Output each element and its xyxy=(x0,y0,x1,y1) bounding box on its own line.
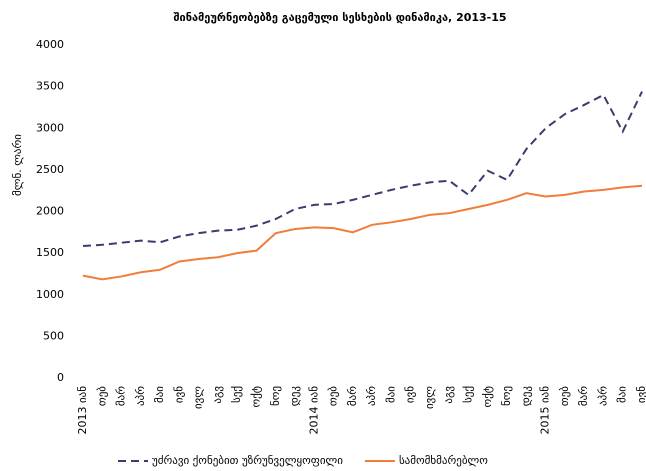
x-tick-label: მაი xyxy=(384,386,397,403)
x-tick-label: აგვ xyxy=(211,386,224,404)
x-tick-label: ივლ xyxy=(423,386,436,409)
x-tick-label: დეკ xyxy=(519,386,532,407)
x-tick-label: მარ xyxy=(346,386,359,406)
x-tick-label: 2015 იან xyxy=(539,386,552,435)
x-tick-label: ივნ xyxy=(172,386,185,403)
y-tick-label: 500 xyxy=(43,329,64,342)
x-tick-label: ოქტ xyxy=(249,386,262,407)
y-axis-label: მლნ. ლარი xyxy=(11,134,24,196)
x-tick-label: ნოე xyxy=(269,386,282,406)
x-tick-label: ივნ xyxy=(635,386,646,403)
x-tick-label: თებ xyxy=(327,386,340,406)
line-series xyxy=(82,91,643,248)
x-tick-label: ივნ xyxy=(404,386,417,403)
x-tick-label: აპრ xyxy=(365,386,378,406)
y-tick-label: 1500 xyxy=(36,246,64,259)
y-tick-label: 0 xyxy=(57,371,64,384)
x-tick-label: მაი xyxy=(616,386,629,403)
x-tick-label: სექ xyxy=(462,386,475,403)
x-tick-label: აპრ xyxy=(596,386,609,406)
x-tick-label: მარ xyxy=(115,386,128,406)
chart-title: შინამეურნეობებზე გაცემული სესხების დინამ… xyxy=(173,11,506,24)
x-tick-label: 2014 იან xyxy=(307,386,320,435)
x-tick-label: თებ xyxy=(558,386,571,406)
y-tick-label: 2000 xyxy=(36,205,64,218)
x-tick-label: ივლ xyxy=(192,386,205,409)
x-tick-label: ოქტ xyxy=(481,386,494,407)
x-tick-label: მაი xyxy=(153,386,166,403)
x-tick-label: სექ xyxy=(230,386,243,403)
x-tick-label: აგვ xyxy=(442,386,455,404)
y-tick-label: 4000 xyxy=(36,38,64,51)
legend-label: უძრავი ქონებით უზრუნველყოფილი xyxy=(152,454,343,467)
legend-label: სამომხმარებლო xyxy=(399,454,488,467)
line-series xyxy=(82,184,643,281)
y-tick-label: 1000 xyxy=(36,288,64,301)
y-tick-label: 2500 xyxy=(36,163,64,176)
x-tick-label: აპრ xyxy=(134,386,147,406)
x-tick-label: 2013 იან xyxy=(76,386,89,435)
x-tick-label: მარ xyxy=(577,386,590,406)
y-tick-label: 3500 xyxy=(36,80,64,93)
x-tick-label: ნოე xyxy=(500,386,513,406)
y-tick-label: 3000 xyxy=(36,121,64,134)
x-tick-label: დეკ xyxy=(288,386,301,407)
x-tick-label: თებ xyxy=(95,386,108,406)
